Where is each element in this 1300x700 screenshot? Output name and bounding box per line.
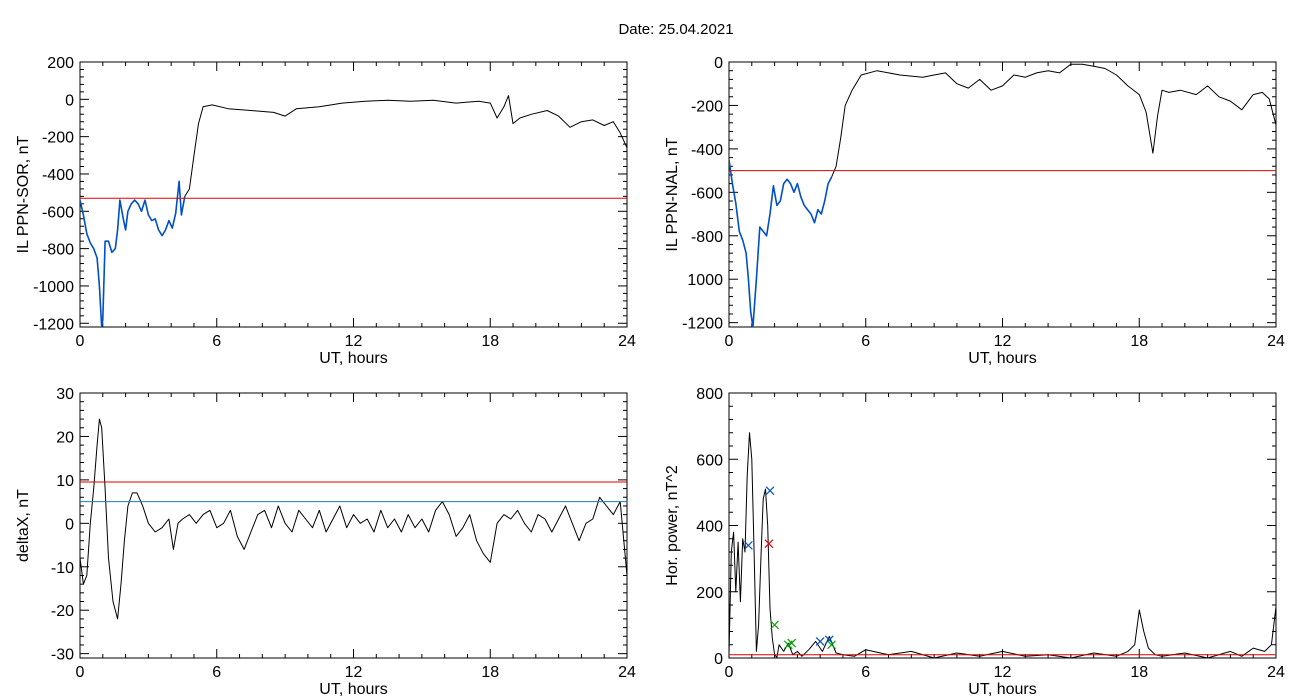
x-marker	[824, 635, 834, 645]
series-line	[80, 95, 627, 327]
y-tick-label: 400	[696, 519, 723, 536]
y-tick-label: -600	[691, 185, 723, 202]
y-tick-label: 30	[56, 386, 74, 403]
panel-hor-power: 0 6 12 18 24 800 600 400 200 0 UT, hours Hor. power…	[664, 386, 1285, 698]
panel-ppn-sor: 0 6 12 18 24 200 0 -200 -400 -600 -800 -1000 -1200 UT…	[15, 55, 636, 367]
y-tick-label: -1200	[682, 316, 723, 333]
series-line	[80, 418, 627, 620]
x-tick-label: 0	[725, 664, 734, 681]
plot-frame	[79, 392, 628, 659]
x-tick-label: 12	[345, 333, 363, 350]
y-tick-label: 0	[714, 55, 723, 72]
x-tick-label: 6	[861, 333, 870, 350]
y-axis-label: IL PPN-NAL, nT	[664, 137, 681, 251]
x-marker	[743, 540, 753, 550]
plot-area	[80, 418, 627, 620]
x-marker	[770, 620, 780, 630]
x-tick-label: 0	[76, 664, 85, 681]
x-marker	[827, 640, 836, 650]
y-tick-label: 800	[696, 386, 723, 403]
y-tick-label: -20	[51, 603, 74, 620]
x-tick-label: 0	[725, 333, 734, 350]
x-axis-label: UT, hours	[968, 350, 1036, 367]
series-line	[729, 63, 1276, 327]
y-axis-label: Hor. power, nT^2	[664, 465, 681, 586]
y-tick-label: 10	[56, 473, 74, 490]
x-axis-label: UT, hours	[319, 350, 387, 367]
y-tick-label: 0	[65, 92, 74, 109]
y-tick-label: -600	[42, 204, 74, 221]
x-tick-label: 24	[618, 333, 636, 350]
highlight-series-line	[80, 180, 186, 327]
y-axis-label: deltaX, nT	[15, 489, 32, 562]
x-axis-label: UT, hours	[968, 681, 1036, 698]
x-tick-label: 12	[345, 664, 363, 681]
x-tick-label: 24	[1267, 664, 1285, 681]
x-tick-label: 12	[994, 664, 1012, 681]
series-line	[729, 432, 1276, 658]
y-tick-label: 0	[65, 516, 74, 533]
x-tick-label: 18	[1130, 333, 1148, 350]
y-tick-label: -800	[42, 242, 74, 259]
y-tick-label: -200	[691, 98, 723, 115]
x-marker	[765, 486, 775, 496]
panel-deltax: 0 6 12 18 24 30 20 10 0 -10 -20 -30 UT, hours deltaX,…	[15, 386, 636, 698]
x-tick-label: 6	[212, 333, 221, 350]
y-tick-label: -400	[42, 167, 74, 184]
y-tick-label: 600	[696, 452, 723, 469]
y-tick-label: -30	[51, 647, 74, 664]
y-tick-label: 200	[47, 55, 74, 72]
y-tick-label: 0	[714, 651, 723, 668]
x-tick-label: 18	[481, 664, 499, 681]
x-tick-label: 24	[1267, 333, 1285, 350]
y-tick-label: -1200	[33, 316, 74, 333]
panel-ppn-nal: 0 6 12 18 24 0 -200 -400 -600 -800 1000 -1200 UT, ho…	[664, 55, 1285, 367]
plot-area	[729, 63, 1276, 327]
x-marker	[764, 539, 774, 549]
y-axis-label: IL PPN-SOR, nT	[15, 135, 32, 253]
plot-area	[80, 95, 627, 327]
x-tick-label: 18	[1130, 664, 1148, 681]
x-marker	[815, 637, 825, 646]
figure-title: Date: 25.04.2021	[618, 21, 733, 38]
x-marker	[787, 638, 797, 648]
x-tick-label: 6	[212, 664, 221, 681]
x-tick-label: 12	[994, 333, 1012, 350]
x-tick-label: 24	[618, 664, 636, 681]
y-tick-label: 20	[56, 429, 74, 446]
y-tick-label: 200	[696, 585, 723, 602]
x-axis-label: UT, hours	[319, 681, 387, 698]
plot-frame	[728, 61, 1277, 328]
x-tick-label: 0	[76, 333, 85, 350]
x-tick-label: 18	[481, 333, 499, 350]
x-tick-label: 6	[861, 664, 870, 681]
y-tick-label: -400	[691, 142, 723, 159]
highlight-series-line	[729, 159, 833, 327]
y-tick-label: -1000	[33, 279, 74, 296]
y-tick-label: -200	[42, 130, 74, 147]
plot-frame	[728, 392, 1277, 659]
y-tick-label: -800	[691, 229, 723, 246]
plot-area	[729, 432, 1276, 658]
y-tick-label: 1000	[687, 272, 723, 289]
y-tick-label: -10	[51, 560, 74, 577]
